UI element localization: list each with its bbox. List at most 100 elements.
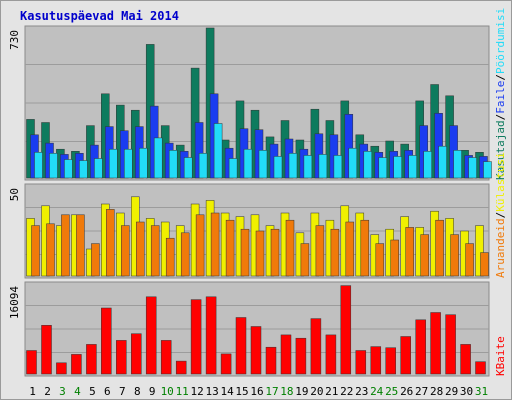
bar-middle-aruandeid-day-24 [375, 243, 385, 277]
bar-bottom-kbaite-day-12 [190, 299, 202, 375]
legend-label-kbaite: KBaite [494, 336, 507, 376]
bar-middle-aruandeid-day-26 [405, 227, 414, 277]
bar-bottom-kbaite-day-16 [250, 326, 262, 375]
bar-bottom-kbaite-day-20 [310, 318, 322, 375]
bar-middle-aruandeid-day-15 [240, 228, 250, 277]
bar-bottom-kbaite-day-1 [26, 350, 37, 375]
legend-label-kasutajad: Kasutajad [494, 120, 507, 180]
bar-top-pöördumisi-day-16 [258, 150, 268, 179]
bar-top-pöördumisi-day-29 [453, 150, 462, 179]
bar-top-pöördumisi-day-5 [94, 158, 103, 179]
bar-bottom-kbaite-day-5 [86, 344, 97, 375]
x-tick-label-day-12: 12 [190, 385, 203, 398]
bar-bottom-kbaite-day-18 [280, 334, 292, 375]
bar-middle-aruandeid-day-11 [180, 232, 190, 277]
x-tick-label-day-18: 18 [280, 385, 293, 398]
bar-top-pöördumisi-day-19 [303, 155, 313, 179]
bar-middle-aruandeid-day-23 [360, 219, 370, 277]
panel-middle-right-legend: Aruandeid/Külastusi [494, 152, 507, 278]
bar-top-pöördumisi-day-15 [243, 148, 253, 179]
x-tick-label-day-5: 5 [89, 385, 96, 398]
bar-middle-aruandeid-day-22 [345, 221, 355, 277]
x-tick-label-day-15: 15 [235, 385, 248, 398]
x-tick-label-day-30: 30 [460, 385, 473, 398]
bar-bottom-kbaite-day-25 [385, 347, 396, 375]
bar-middle-aruandeid-day-17 [270, 228, 280, 277]
bar-top-pöördumisi-day-6 [109, 148, 118, 179]
bar-bottom-kbaite-day-27 [415, 319, 426, 375]
x-tick-label-day-16: 16 [250, 385, 263, 398]
panel-middle-ymax-label: 50 [8, 188, 21, 201]
bar-top-pöördumisi-day-22 [348, 147, 358, 179]
bar-middle-aruandeid-day-30 [465, 243, 474, 277]
bar-top-pöördumisi-day-23 [363, 151, 373, 179]
bar-middle-aruandeid-day-21 [330, 228, 340, 277]
bar-middle-aruandeid-day-4 [76, 214, 85, 277]
x-tick-label-day-4: 4 [74, 385, 81, 398]
panel-top-ymax-label: 730 [8, 30, 21, 50]
legend-label-faile: Faile [494, 81, 507, 114]
legend-separator: / [494, 114, 507, 121]
bar-middle-aruandeid-day-9 [150, 225, 160, 277]
legend-label-pöördumisi: Pöördumisi [494, 8, 507, 74]
bar-bottom-kbaite-day-19 [295, 337, 307, 375]
x-tick-label-day-8: 8 [134, 385, 141, 398]
bar-top-pöördumisi-day-20 [318, 154, 328, 179]
bar-middle-külastusi-day-31 [475, 225, 484, 277]
panel-top-right-legend: Kasutajad/Faile/Pöördumisi [494, 8, 507, 180]
bar-bottom-kbaite-day-28 [430, 312, 441, 375]
x-tick-label-day-27: 27 [415, 385, 428, 398]
bar-top-pöördumisi-day-17 [273, 156, 283, 179]
bar-middle-aruandeid-day-29 [450, 234, 459, 277]
legend-separator: / [494, 212, 507, 219]
x-tick-label-day-2: 2 [44, 385, 51, 398]
x-tick-label-day-24: 24 [370, 385, 384, 398]
bar-top-pöördumisi-day-26 [408, 155, 417, 179]
bar-top-pöördumisi-day-9 [153, 137, 163, 179]
bar-middle-aruandeid-day-3 [61, 214, 70, 277]
legend-label-aruandeid: Aruandeid [494, 218, 507, 278]
x-tick-label-day-7: 7 [119, 385, 126, 398]
bar-middle-aruandeid-day-18 [285, 219, 295, 277]
bar-bottom-kbaite-day-8 [131, 333, 142, 375]
bar-middle-aruandeid-day-7 [121, 225, 130, 277]
bar-middle-aruandeid-day-28 [435, 219, 444, 277]
bar-middle-aruandeid-day-14 [225, 219, 235, 277]
bar-top-pöördumisi-day-4 [79, 160, 88, 179]
x-tick-label-day-11: 11 [176, 385, 189, 398]
bar-bottom-kbaite-day-7 [116, 340, 127, 375]
bar-top-pöördumisi-day-18 [288, 153, 298, 179]
x-tick-label-day-14: 14 [220, 385, 234, 398]
bar-top-pöördumisi-day-31 [483, 161, 492, 179]
bar-bottom-kbaite-day-31 [475, 361, 486, 375]
bar-middle-aruandeid-day-27 [420, 234, 429, 277]
x-tick-label-day-25: 25 [385, 385, 398, 398]
bar-bottom-kbaite-day-21 [325, 334, 337, 375]
bar-top-pöördumisi-day-27 [423, 151, 432, 179]
bar-top-pöördumisi-day-21 [333, 155, 343, 179]
bar-middle-aruandeid-day-31 [480, 252, 489, 277]
x-tick-label-day-6: 6 [104, 385, 111, 398]
legend-label-külastusi: Külastusi [494, 152, 507, 212]
chart-title: Kasutuspäevad Mai 2014 [20, 9, 179, 23]
bar-bottom-kbaite-day-26 [400, 336, 411, 375]
bar-bottom-kbaite-day-6 [101, 307, 112, 375]
bar-bottom-kbaite-day-11 [175, 360, 187, 375]
bar-middle-aruandeid-day-6 [106, 209, 115, 277]
bar-middle-aruandeid-day-16 [255, 230, 265, 277]
bar-top-pöördumisi-day-7 [124, 148, 133, 179]
bar-bottom-kbaite-day-17 [265, 346, 277, 375]
bar-bottom-kbaite-day-3 [56, 362, 67, 375]
bar-middle-aruandeid-day-12 [195, 214, 205, 277]
x-tick-label-day-28: 28 [430, 385, 443, 398]
bar-middle-aruandeid-day-1 [31, 225, 40, 277]
bar-middle-aruandeid-day-5 [91, 243, 100, 277]
x-tick-label-day-9: 9 [149, 385, 156, 398]
bar-top-pöördumisi-day-25 [393, 156, 402, 179]
bar-middle-aruandeid-day-10 [165, 237, 175, 277]
bar-bottom-kbaite-day-23 [355, 350, 367, 375]
x-tick-label-day-19: 19 [295, 385, 308, 398]
bar-bottom-kbaite-day-9 [145, 296, 157, 375]
bar-top-pöördumisi-day-1 [34, 152, 43, 179]
